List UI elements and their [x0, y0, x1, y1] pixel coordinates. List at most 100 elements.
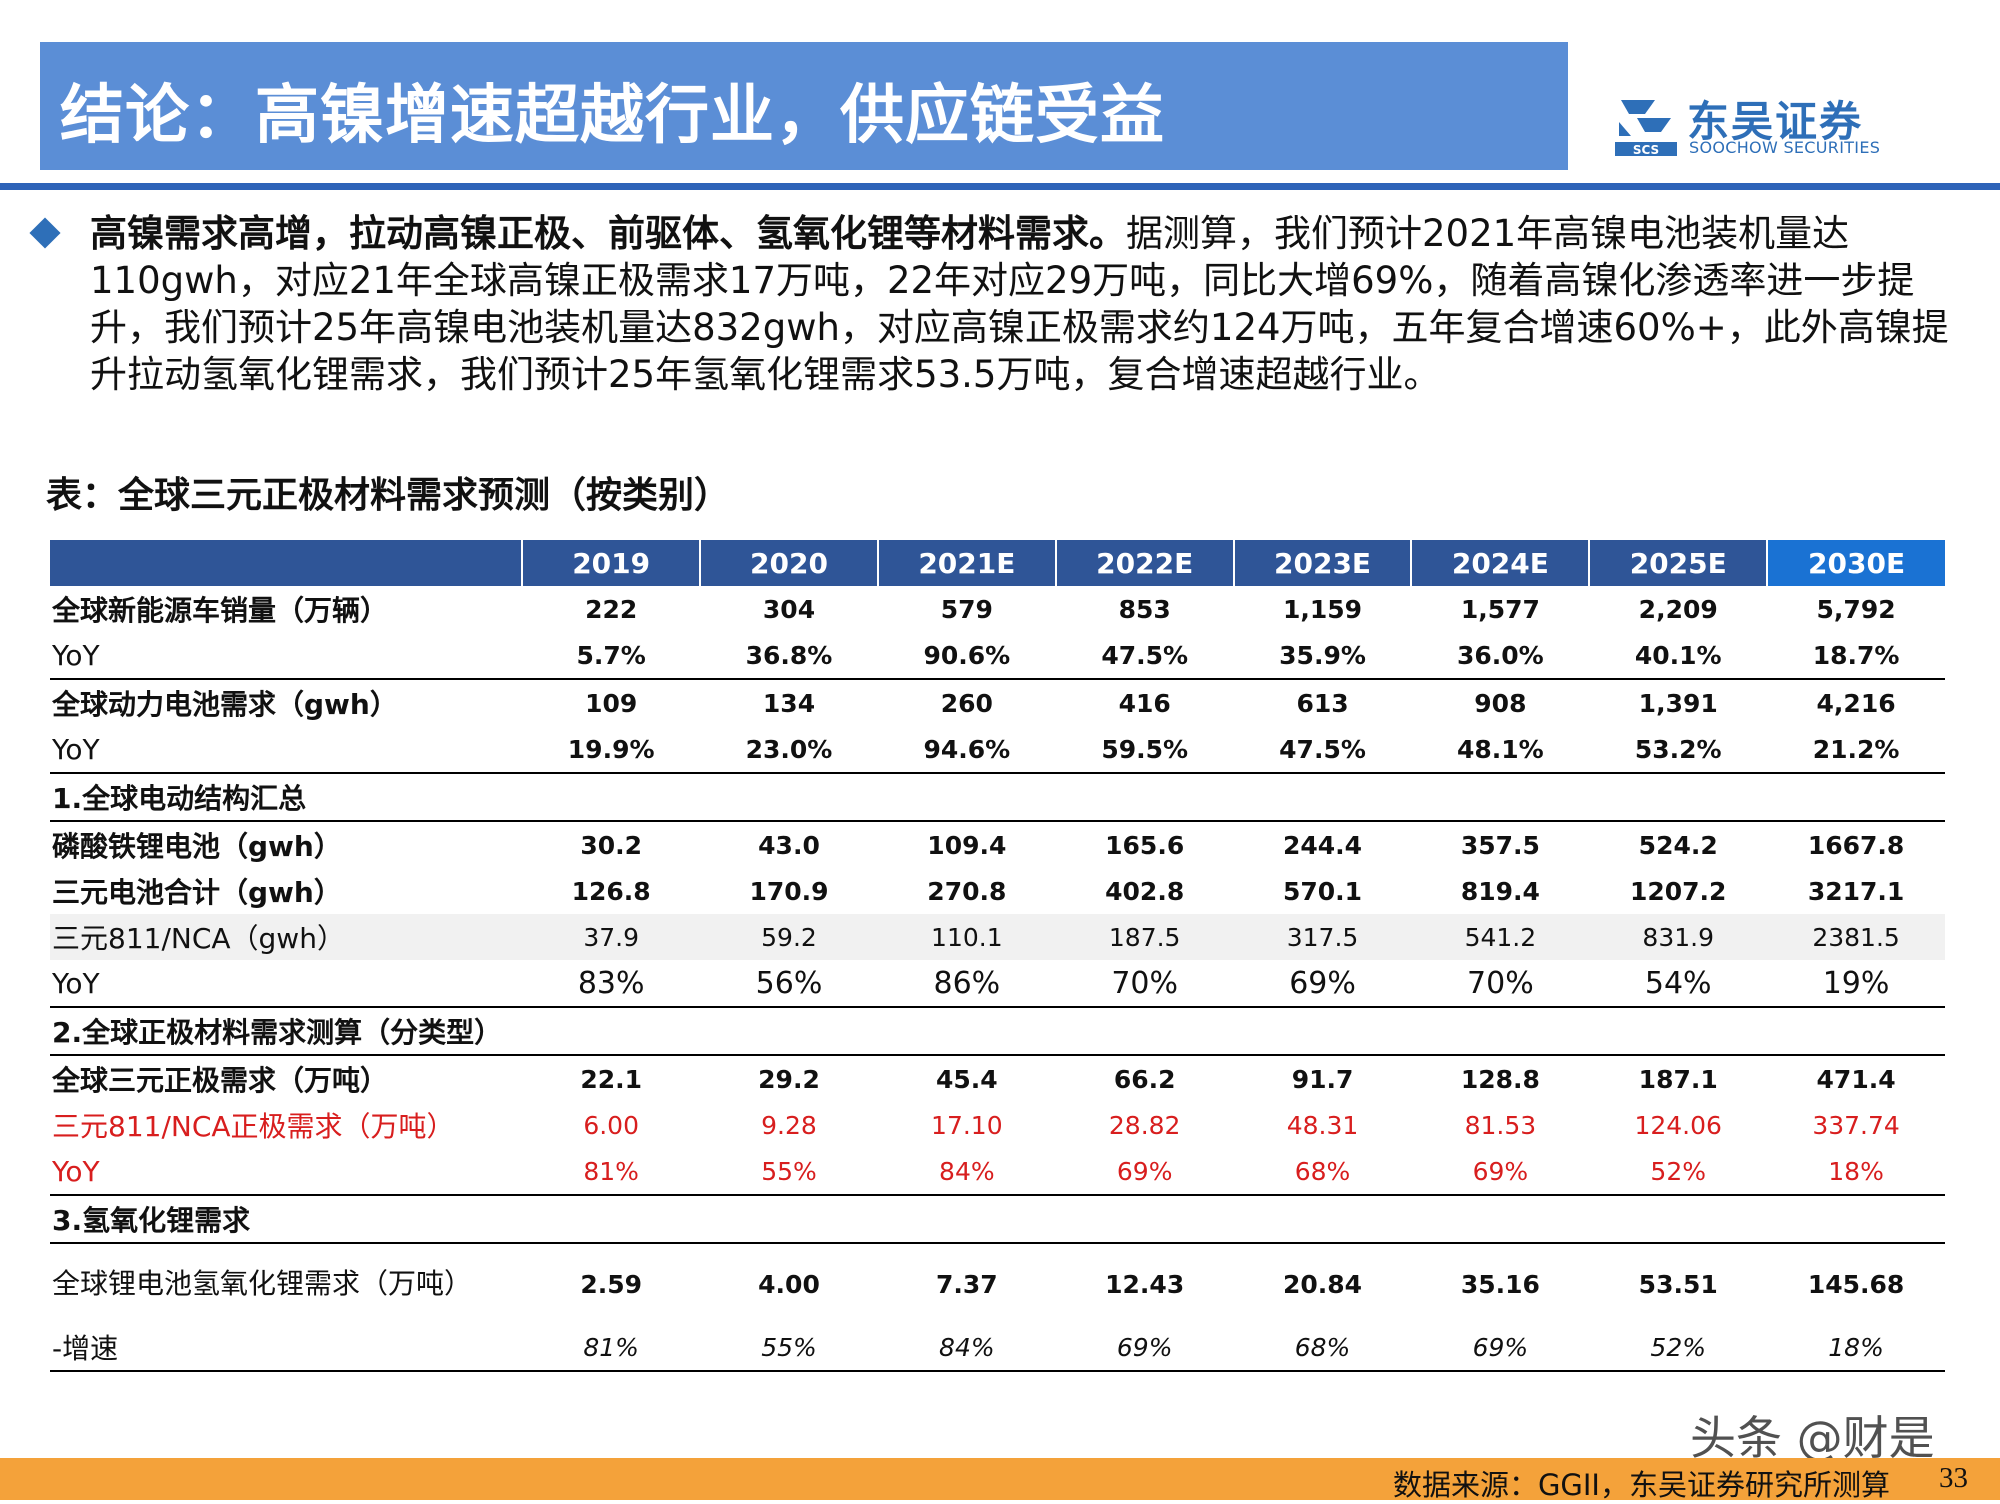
row-label: 全球动力电池需求（gwh）	[52, 688, 398, 721]
table-cell: 18%	[1767, 1148, 1945, 1196]
header-divider	[0, 183, 2000, 190]
table-cell: 1207.2	[1629, 876, 1727, 906]
table-cell: 52%	[1589, 1324, 1768, 1372]
table-cell: 20.84	[1282, 1269, 1363, 1299]
table-cell: 55%	[700, 1324, 878, 1372]
table-cell: 524.2	[1638, 830, 1718, 860]
table-cell: 48.31	[1286, 1110, 1359, 1140]
table-cell: 54%	[1589, 960, 1768, 1008]
table-row: 三元电池合计（gwh） 126.8 170.9 270.8 402.8 570.1 819.…	[50, 868, 1945, 914]
table-cell: 18%	[1767, 1324, 1945, 1372]
table-cell: 187.1	[1638, 1064, 1718, 1094]
table-cell: 17.10	[931, 1110, 1003, 1140]
table-cell: 1,159	[1282, 594, 1363, 624]
table-cell: 831.9	[1589, 914, 1768, 960]
page-title: 结论：高镍增速超越行业，供应链受益	[60, 79, 1165, 153]
table-cell: 109	[585, 688, 638, 718]
row-label: YoY	[50, 1148, 523, 1196]
table-cell: 2381.5	[1767, 914, 1945, 960]
row-label: -增速	[50, 1324, 523, 1372]
table-cell: 1667.8	[1807, 830, 1905, 860]
table-cell: 48.1%	[1411, 726, 1590, 774]
row-label: YoY	[50, 632, 523, 680]
row-label: YoY	[50, 726, 523, 774]
table-cell: 81%	[522, 1324, 701, 1372]
footer-bar: 数据来源：GGII，东吴证券研究所测算 33	[0, 1458, 2000, 1502]
row-label: YoY	[50, 960, 523, 1008]
table-cell: 68%	[1233, 1148, 1412, 1196]
logo-name-cn: 东吴证券	[1687, 97, 1864, 146]
table-cell: 22.1	[580, 1064, 642, 1094]
table-cell: 5.7%	[522, 632, 701, 680]
table-cell: 4,216	[1816, 688, 1896, 718]
table-cell: 2,209	[1638, 594, 1718, 624]
table-cell: 23.0%	[700, 726, 878, 774]
page-number: 33	[1939, 1462, 1968, 1494]
table-cell: 110.1	[877, 914, 1056, 960]
table-cell: 68%	[1233, 1324, 1412, 1372]
table-cell: 52%	[1589, 1148, 1768, 1196]
table-row: 全球动力电池需求（gwh） 109 134 260 416 613 908 1,391 4,21…	[50, 679, 1945, 726]
logo-name-en: SOOCHOW SECURITIES	[1689, 138, 1881, 157]
watermark: 头条 @财是	[1690, 1411, 1935, 1465]
table-cell: 70%	[1055, 960, 1234, 1008]
table-cell: 69%	[1055, 1148, 1234, 1196]
table-cell: 222	[585, 594, 638, 624]
col-header: 2022E	[1054, 540, 1234, 586]
demand-table-wrapper: 2019 2020 2021E 2022E 2023E 2024E 2025E …	[50, 540, 1945, 1372]
table-cell: 35.16	[1460, 1269, 1540, 1299]
table-cell: 53.2%	[1589, 726, 1768, 774]
table-cell: 109.4	[927, 830, 1007, 860]
table-row: 磷酸铁锂电池（gwh） 30.2 43.0 109.4 165.6 244.4 357.5 5…	[50, 821, 1945, 868]
col-header: 2025E	[1588, 540, 1768, 586]
table-cell: 94.6%	[877, 726, 1056, 774]
table-cell: 12.43	[1105, 1269, 1185, 1299]
table-cell: 81.53	[1464, 1110, 1537, 1140]
table-cell: 853	[1118, 594, 1171, 624]
row-label: 三元811/NCA正极需求（万吨）	[52, 1110, 455, 1143]
table-cell: 579	[940, 594, 993, 624]
table-cell: 83%	[522, 960, 701, 1008]
diamond-bullet-icon	[29, 217, 61, 249]
demand-table: 2019 2020 2021E 2022E 2023E 2024E 2025E …	[50, 540, 1945, 1372]
table-cell: 47.5%	[1055, 632, 1234, 680]
table-cell: 37.9	[522, 914, 701, 960]
table-cell: 90.6%	[877, 632, 1056, 680]
section-row: 2.全球正极材料需求测算（分类型）	[50, 1007, 1945, 1056]
table-row: 三元811/NCA（gwh） 37.9 59.2 110.1 187.5 317.5 541…	[50, 914, 1945, 960]
company-logo: SCS 东吴证券 SOOCHOW SECURITIES	[1615, 88, 1895, 160]
summary-paragraph: 高镍需求高增，拉动高镍正极、前驱体、氢氧化锂等材料需求。据测算，我们预计2021…	[90, 210, 1970, 398]
table-cell: 40.1%	[1589, 632, 1768, 680]
table-row: 全球三元正极需求（万吨） 22.1 29.2 45.4 66.2 91.7 128.8 187…	[50, 1055, 1945, 1102]
table-cell: 471.4	[1816, 1064, 1896, 1094]
table-cell: 36.0%	[1411, 632, 1590, 680]
table-cell: 416	[1118, 688, 1171, 718]
table-cell: 70%	[1411, 960, 1590, 1008]
table-cell: 81%	[522, 1148, 701, 1196]
table-row: -增速 81% 55% 84% 69% 68% 69% 52% 18%	[50, 1324, 1945, 1372]
table-cell: 19%	[1767, 960, 1945, 1008]
table-cell: 6.00	[583, 1110, 639, 1140]
table-cell: 47.5%	[1233, 726, 1412, 774]
table-cell: 35.9%	[1233, 632, 1412, 680]
section-label: 2.全球正极材料需求测算（分类型）	[50, 1007, 1945, 1056]
table-row: 全球锂电池氢氧化锂需求（万吨） 2.59 4.00 7.37 12.43 20.84 35.…	[50, 1243, 1945, 1324]
summary-bold: 高镍需求高增，拉动高镍正极、前驱体、氢氧化锂等材料需求。	[90, 212, 1126, 255]
table-cell: 86%	[877, 960, 1056, 1008]
row-label: 全球三元正极需求（万吨）	[52, 1064, 389, 1097]
row-label: 全球锂电池氢氧化锂需求（万吨）	[52, 1267, 473, 1300]
table-cell: 270.8	[927, 876, 1007, 906]
table-cell: 53.51	[1638, 1269, 1718, 1299]
table-cell: 402.8	[1105, 876, 1185, 906]
table-cell: 908	[1474, 688, 1527, 718]
section-row: 1.全球电动结构汇总	[50, 773, 1945, 822]
table-cell: 28.82	[1108, 1110, 1181, 1140]
col-header: 2024E	[1410, 540, 1590, 586]
table-cell: 187.5	[1055, 914, 1234, 960]
col-header: 2023E	[1232, 540, 1412, 586]
table-cell: 18.7%	[1767, 632, 1945, 680]
table-row: 三元811/NCA正极需求（万吨） 6.00 9.28 17.10 28.82 48.31…	[50, 1102, 1945, 1148]
table-cell: 126.8	[571, 876, 651, 906]
table-header-row: 2019 2020 2021E 2022E 2023E 2024E 2025E …	[50, 540, 1945, 586]
section-label: 3.氢氧化锂需求	[50, 1195, 1945, 1244]
